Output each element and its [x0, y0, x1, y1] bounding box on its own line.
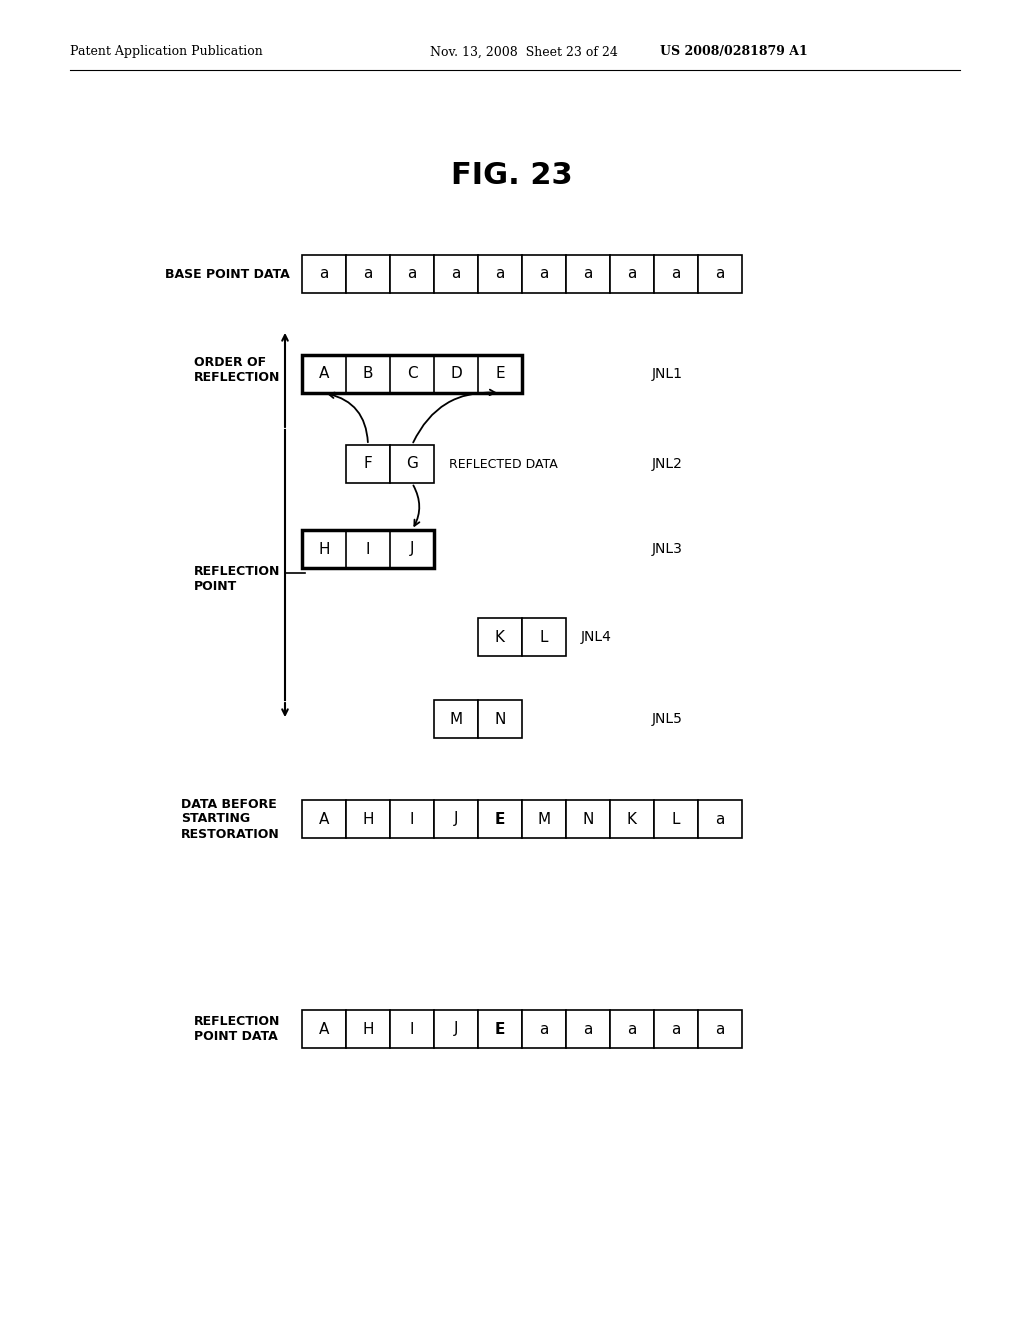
- Text: JNL2: JNL2: [652, 457, 683, 471]
- Text: M: M: [538, 812, 551, 826]
- Text: JNL1: JNL1: [652, 367, 683, 381]
- Text: H: H: [362, 1022, 374, 1036]
- Bar: [478, 800, 522, 838]
- Bar: [346, 255, 390, 293]
- Bar: [302, 800, 346, 838]
- Text: A: A: [318, 812, 329, 826]
- Text: N: N: [583, 812, 594, 826]
- Text: a: a: [540, 1022, 549, 1036]
- Text: REFLECTION
POINT DATA: REFLECTION POINT DATA: [194, 1015, 280, 1043]
- Bar: [346, 1010, 390, 1048]
- Bar: [434, 800, 478, 838]
- Bar: [698, 800, 742, 838]
- Text: I: I: [410, 812, 415, 826]
- Text: Patent Application Publication: Patent Application Publication: [70, 45, 263, 58]
- Text: a: a: [628, 1022, 637, 1036]
- Bar: [346, 445, 390, 483]
- Bar: [522, 255, 566, 293]
- Bar: [390, 800, 434, 838]
- Text: M: M: [450, 711, 463, 726]
- Bar: [566, 800, 610, 838]
- Text: a: a: [716, 1022, 725, 1036]
- Bar: [390, 445, 434, 483]
- Bar: [522, 1010, 566, 1048]
- Bar: [346, 800, 390, 838]
- Text: a: a: [716, 267, 725, 281]
- Bar: [566, 1010, 610, 1048]
- Bar: [654, 1010, 698, 1048]
- Text: I: I: [410, 1022, 415, 1036]
- Bar: [522, 800, 566, 838]
- Text: a: a: [716, 812, 725, 826]
- Text: K: K: [627, 812, 637, 826]
- Text: J: J: [410, 541, 415, 557]
- Bar: [302, 255, 346, 293]
- Text: a: a: [496, 267, 505, 281]
- Text: E: E: [496, 367, 505, 381]
- Bar: [390, 1010, 434, 1048]
- Bar: [698, 255, 742, 293]
- Bar: [478, 618, 522, 656]
- Text: a: a: [672, 1022, 681, 1036]
- Text: REFLECTION
POINT: REFLECTION POINT: [194, 565, 280, 593]
- Text: A: A: [318, 367, 329, 381]
- Text: Nov. 13, 2008  Sheet 23 of 24: Nov. 13, 2008 Sheet 23 of 24: [430, 45, 617, 58]
- Text: L: L: [540, 630, 548, 644]
- Text: DATA BEFORE
STARTING
RESTORATION: DATA BEFORE STARTING RESTORATION: [181, 797, 280, 841]
- Text: J: J: [454, 812, 459, 826]
- Text: a: a: [319, 267, 329, 281]
- Bar: [610, 255, 654, 293]
- Text: a: a: [452, 267, 461, 281]
- Bar: [566, 255, 610, 293]
- Text: F: F: [364, 457, 373, 471]
- Text: A: A: [318, 1022, 329, 1036]
- Text: a: a: [672, 267, 681, 281]
- Bar: [610, 1010, 654, 1048]
- Bar: [478, 255, 522, 293]
- Text: I: I: [366, 541, 371, 557]
- Bar: [698, 1010, 742, 1048]
- Text: a: a: [540, 267, 549, 281]
- Text: H: H: [318, 541, 330, 557]
- Text: US 2008/0281879 A1: US 2008/0281879 A1: [660, 45, 808, 58]
- Text: B: B: [362, 367, 374, 381]
- Text: E: E: [495, 812, 505, 826]
- Text: a: a: [628, 267, 637, 281]
- Text: C: C: [407, 367, 418, 381]
- Text: JNL5: JNL5: [652, 711, 683, 726]
- Bar: [654, 800, 698, 838]
- Bar: [302, 1010, 346, 1048]
- Text: REFLECTED DATA: REFLECTED DATA: [449, 458, 558, 470]
- Text: J: J: [454, 1022, 459, 1036]
- Bar: [434, 700, 478, 738]
- Text: a: a: [364, 267, 373, 281]
- Text: E: E: [495, 1022, 505, 1036]
- Bar: [434, 255, 478, 293]
- Text: JNL3: JNL3: [652, 543, 683, 556]
- Bar: [302, 355, 522, 393]
- Text: ORDER OF
REFLECTION: ORDER OF REFLECTION: [194, 356, 280, 384]
- Bar: [434, 1010, 478, 1048]
- Text: D: D: [451, 367, 462, 381]
- Bar: [390, 255, 434, 293]
- Bar: [654, 255, 698, 293]
- Bar: [302, 531, 434, 568]
- Text: a: a: [584, 267, 593, 281]
- Text: JNL4: JNL4: [581, 630, 612, 644]
- Text: FIG. 23: FIG. 23: [452, 161, 572, 190]
- Bar: [522, 618, 566, 656]
- Text: a: a: [584, 1022, 593, 1036]
- Text: L: L: [672, 812, 680, 826]
- Text: a: a: [408, 267, 417, 281]
- Bar: [478, 700, 522, 738]
- Text: K: K: [495, 630, 505, 644]
- Bar: [478, 1010, 522, 1048]
- Text: H: H: [362, 812, 374, 826]
- Text: G: G: [407, 457, 418, 471]
- Text: N: N: [495, 711, 506, 726]
- Bar: [610, 800, 654, 838]
- Text: BASE POINT DATA: BASE POINT DATA: [165, 268, 290, 281]
